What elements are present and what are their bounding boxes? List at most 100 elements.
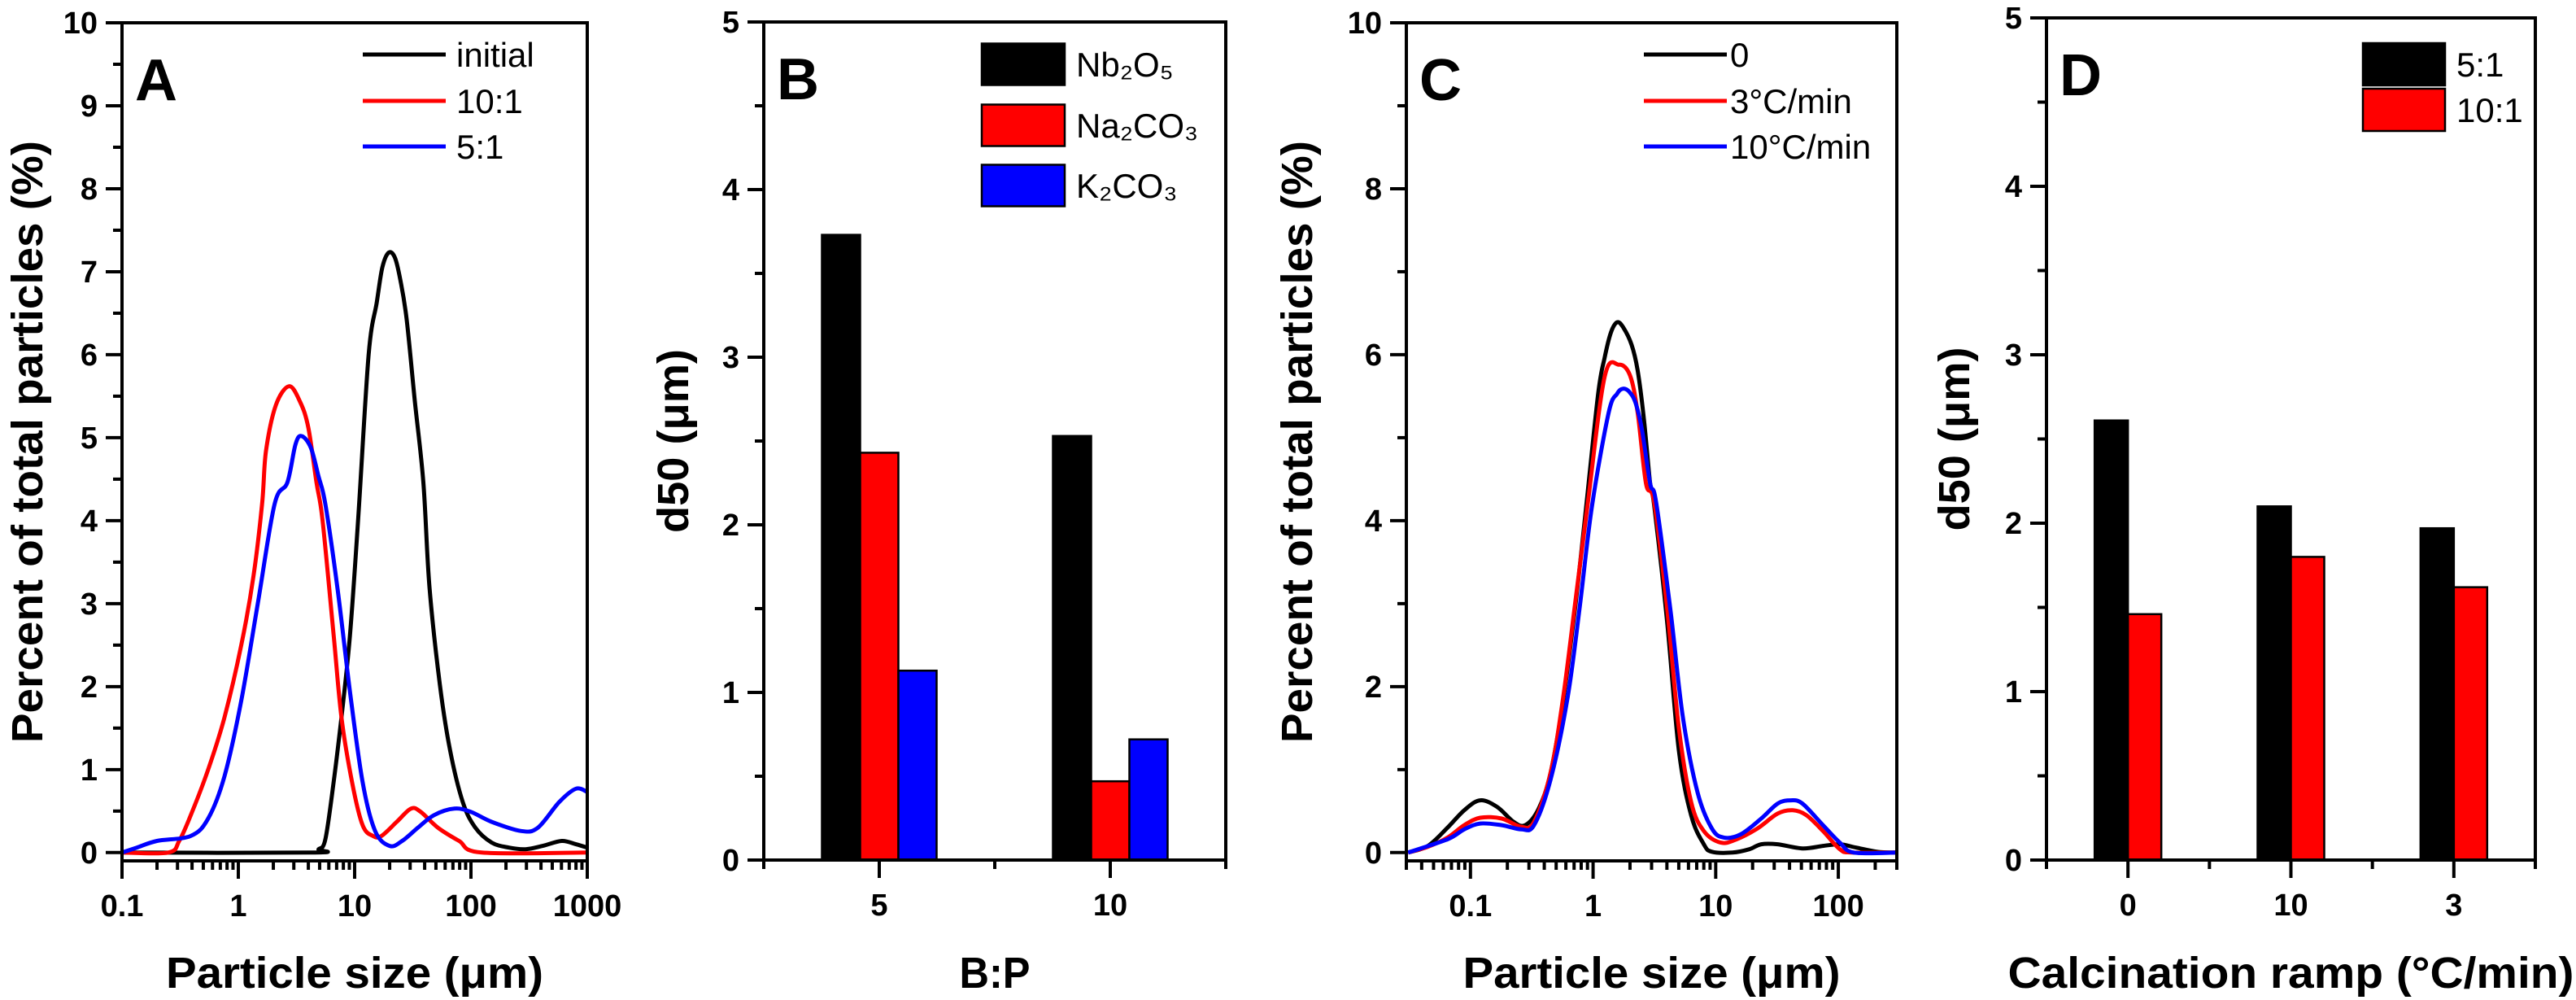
x-axis-title: Particle size (μm) (166, 949, 543, 998)
legend-label: 5:1 (456, 128, 503, 166)
x-tick-label: 3 (2445, 889, 2462, 923)
legend-swatch (980, 164, 1066, 207)
legend-swatch (2361, 87, 2447, 133)
legend-label: initial (456, 36, 534, 74)
y-tick-label: 4 (722, 173, 739, 207)
bar-d-3-0 (2419, 526, 2456, 862)
panel-label: A (135, 48, 177, 113)
y-tick-label: 0 (1365, 836, 1382, 871)
y-axis-title: Percent of total particles (%) (3, 141, 52, 743)
x-tick-label: 100 (445, 889, 496, 924)
y-tick-label: 5 (81, 421, 98, 456)
y-tick-label: 4 (81, 504, 98, 539)
y-tick-label: 5 (722, 6, 739, 40)
bar-b-5-0 (821, 234, 861, 862)
y-tick-label: 2 (81, 670, 98, 705)
legend-item: 5:1 (363, 128, 503, 166)
y-tick-label: 2 (1365, 670, 1382, 705)
panel-d: 0 1 2 3 4 5 0 10 3 Calcination ramp (°C/min) d50 (… (1930, 2, 2574, 998)
legend-label: 10:1 (456, 82, 523, 120)
y-tick-label: 8 (1365, 172, 1382, 207)
y-axis-title: Percent of total particles (%) (1273, 141, 1322, 743)
y-tick-label: 8 (81, 172, 98, 207)
legend-label: Na₂CO₃ (1076, 107, 1198, 145)
y-tick-label: 3 (722, 341, 739, 375)
x-tick-label: 10 (2273, 889, 2308, 923)
y-tick-label: 1 (722, 676, 739, 710)
x-axis-title: B:P (960, 949, 1031, 998)
x-tick-label: 10 (338, 889, 372, 924)
legend-label: K₂CO₃ (1076, 167, 1177, 205)
y-tick-label: 3 (2005, 338, 2022, 373)
y-tick-label: 4 (1365, 504, 1382, 539)
y-tick-label: 2 (2005, 507, 2022, 541)
y-tick-label: 3 (81, 587, 98, 622)
legend-label: Nb₂O₅ (1076, 46, 1174, 84)
series-line-5-1 (122, 434, 587, 855)
bar-d-0-0 (2093, 419, 2129, 862)
bar-b-10-0 (1052, 434, 1092, 862)
x-tick-label: 0.1 (1449, 889, 1492, 924)
legend-label: 5:1 (2456, 46, 2504, 84)
y-tick-label: 1 (2005, 675, 2022, 710)
legend-item: 10:1 (363, 82, 523, 120)
legend-swatch (980, 103, 1066, 147)
legend-item: 3°C/min (1644, 82, 1852, 120)
y-tick-label: 10 (1348, 7, 1382, 41)
x-tick-label: 10 (1093, 889, 1127, 923)
series-line-10-1 (122, 384, 587, 856)
y-tick-label: 2 (722, 509, 739, 543)
legend-label: 10°C/min (1730, 128, 1871, 166)
panel-label: B (777, 47, 819, 112)
x-tick-label: 5 (870, 889, 887, 923)
legend-item: Nb₂O₅ (980, 42, 1174, 86)
bar-d-10-0 (2256, 505, 2292, 862)
x-tick-label: 100 (1812, 889, 1863, 924)
x-tick-label: 1 (1584, 889, 1602, 924)
y-tick-label: 0 (81, 836, 98, 871)
panel-b: 0 1 2 3 4 5 5 10 B:P d50 (μm) B Nb₂O₅ Na₂CO₃ K₂CO₃ (649, 6, 1227, 998)
legend-item: 10:1 (2361, 87, 2523, 133)
bar-d-3-1 (2452, 586, 2489, 862)
bar-b-10-2 (1128, 738, 1169, 862)
legend-swatch (2361, 41, 2447, 87)
x-tick-label: 1000 (553, 889, 622, 924)
bar-d-10-1 (2290, 556, 2325, 862)
bar-d-0-1 (2126, 613, 2163, 862)
x-tick-label: 10 (1698, 889, 1733, 924)
y-tick-label: 0 (2005, 844, 2022, 878)
legend-item: K₂CO₃ (980, 164, 1177, 207)
legend-item: 10°C/min (1644, 128, 1871, 166)
x-tick-label: 0 (2120, 889, 2137, 923)
y-axis-title: d50 (μm) (649, 349, 698, 533)
series-line-3-c-min (1407, 360, 1897, 855)
series-line-10-c-min (1407, 386, 1897, 856)
y-tick-label: 6 (81, 338, 98, 373)
panel-label: D (2059, 43, 2102, 108)
panel-a: 0 1 2 3 4 5 6 7 8 9 10 0.1 1 10 100 1000 Particle size (… (3, 7, 621, 998)
panel-label: C (1419, 48, 1462, 113)
panel-c: 0 2 4 6 8 10 0.1 1 10 100 Particle size (μm) Percen… (1273, 7, 1898, 998)
legend-swatch (980, 42, 1066, 86)
bar-b-10-1 (1090, 779, 1131, 862)
y-tick-label: 9 (81, 90, 98, 124)
legend-item: Na₂CO₃ (980, 103, 1198, 147)
y-tick-label: 1 (81, 753, 98, 788)
legend-item: 0 (1644, 36, 1749, 74)
legend-label: 3°C/min (1730, 82, 1852, 120)
y-tick-label: 7 (81, 255, 98, 290)
x-tick-label: 0.1 (101, 889, 144, 924)
x-axis-title: Calcination ramp (°C/min) (2008, 949, 2574, 998)
y-axis-title: d50 (μm) (1930, 347, 1979, 531)
y-tick-label: 4 (2005, 170, 2022, 204)
y-tick-label: 6 (1365, 338, 1382, 373)
legend-label: 0 (1730, 36, 1749, 74)
y-tick-label: 0 (722, 844, 739, 878)
x-tick-label: 1 (229, 889, 246, 924)
bar-b-5-1 (859, 452, 900, 862)
legend-item: initial (363, 36, 534, 74)
bar-b-5-2 (897, 669, 938, 862)
y-tick-label: 5 (2005, 2, 2022, 36)
